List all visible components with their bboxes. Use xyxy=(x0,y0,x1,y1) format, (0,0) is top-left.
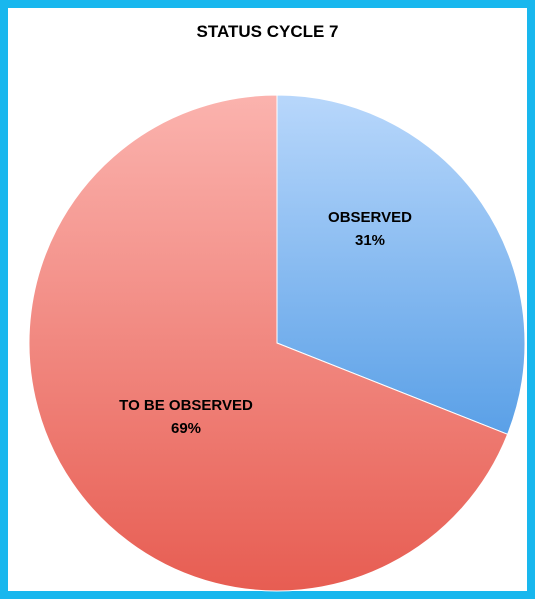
slice-name-label: TO BE OBSERVED xyxy=(119,397,253,414)
chart-title: STATUS CYCLE 7 xyxy=(196,22,339,41)
slice-value-label: 31% xyxy=(355,232,385,249)
pie-slice-to-be-observed xyxy=(28,94,509,592)
pie-slice-labels: OBSERVED 31% TO BE OBSERVED 69% xyxy=(119,209,412,437)
pie-slices xyxy=(28,94,526,592)
slice-value-label: 69% xyxy=(171,420,201,437)
pie-slice-observed xyxy=(276,94,526,435)
slice-name-label: OBSERVED xyxy=(328,209,412,226)
